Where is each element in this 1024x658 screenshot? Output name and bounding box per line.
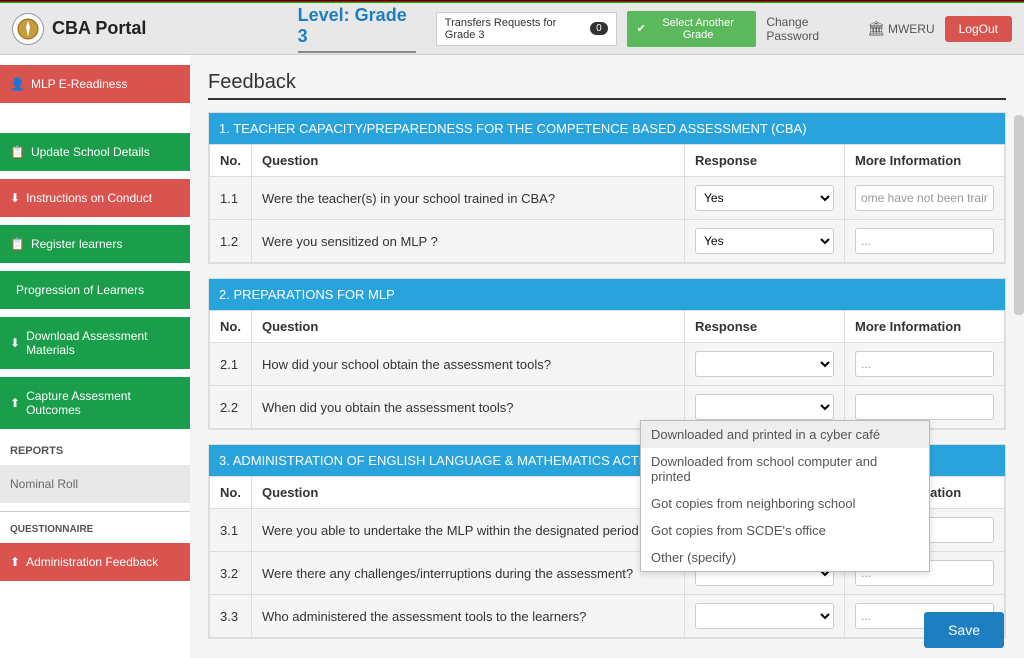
question-table: No.QuestionResponseMore Information1.1We… (209, 144, 1005, 263)
portal-title: CBA Portal (52, 18, 146, 39)
more-info-input[interactable] (855, 185, 994, 211)
questionnaire-section-label: QUESTIONNAIRE (0, 516, 190, 543)
main-content: Feedback 1. TEACHER CAPACITY/PREPAREDNES… (190, 55, 1024, 658)
row-no: 1.1 (210, 177, 252, 220)
school-name-label: MWERU (888, 22, 935, 36)
col-header: Question (251, 311, 684, 343)
table-row: 3.3Who administered the assessment tools… (210, 595, 1005, 638)
check-icon: ✔ (637, 22, 646, 35)
admin-feedback-label: Administration Feedback (26, 555, 158, 569)
table-row: 1.1Were the teacher(s) in your school tr… (210, 177, 1005, 220)
row-no: 1.2 (210, 220, 252, 263)
row-question: Were you sensitized on MLP ? (251, 220, 684, 263)
col-header: No. (210, 311, 252, 343)
question-table: No.QuestionResponseMore Information2.1Ho… (209, 310, 1005, 429)
sidebar-item-5[interactable]: ⬇ Download Assessment Materials (0, 317, 190, 369)
section-header: 1. TEACHER CAPACITY/PREPAREDNESS FOR THE… (209, 113, 1005, 144)
logo-area: CBA Portal (12, 13, 298, 45)
response-select[interactable] (695, 603, 834, 629)
col-header: More Information (845, 311, 1005, 343)
download-icon: ⬇ (10, 191, 20, 205)
body-wrap: 👤 MLP E-Readiness 📋 Update School Details ⬇ I… (0, 55, 1024, 658)
sidebar-item-label: Update School Details (31, 145, 150, 159)
sidebar-item-label: Capture Assesment Outcomes (26, 389, 180, 417)
col-header: No. (210, 145, 252, 177)
level-label: Level: Grade 3 (298, 5, 416, 53)
row-no: 2.2 (210, 386, 252, 429)
header-right: Transfers Requests for Grade 3 0 ✔ Selec… (436, 11, 1012, 47)
upload-icon: ⬆ (10, 396, 20, 410)
dropdown-option[interactable]: Got copies from neighboring school (641, 490, 929, 517)
row-question: How did your school obtain the assessmen… (251, 343, 684, 386)
school-name-link[interactable]: 🏛 MWERU (867, 20, 934, 37)
scrollbar[interactable] (1014, 115, 1024, 315)
reports-section-label: REPORTS (0, 437, 190, 465)
sidebar: 👤 MLP E-Readiness 📋 Update School Details ⬇ I… (0, 55, 190, 658)
col-header: Response (685, 145, 845, 177)
sidebar-item-label: Register learners (31, 237, 122, 251)
col-header: Response (685, 311, 845, 343)
response-select[interactable]: Yes (695, 228, 834, 254)
nominal-roll-link[interactable]: Nominal Roll (0, 465, 190, 503)
sidebar-item-3[interactable]: 📋 Register learners (0, 225, 190, 263)
response-select[interactable] (695, 394, 834, 420)
col-header: No. (210, 477, 252, 509)
clipboard-icon: 📋 (10, 145, 25, 159)
sidebar-divider (0, 511, 190, 512)
row-question: Were the teacher(s) in your school train… (251, 177, 684, 220)
more-info-input[interactable] (855, 351, 994, 377)
sidebar-item-2[interactable]: ⬇ Instructions on Conduct (0, 179, 190, 217)
change-password-link[interactable]: Change Password (766, 15, 857, 43)
row-question: Were there any challenges/interruptions … (251, 552, 684, 595)
response-select[interactable] (695, 351, 834, 377)
row-question: Who administered the assessment tools to… (251, 595, 684, 638)
sidebar-item-1[interactable]: 📋 Update School Details (0, 133, 190, 171)
sidebar-item-4[interactable]: Progression of Learners (0, 271, 190, 309)
row-question: Were you able to undertake the MLP withi… (251, 509, 684, 552)
section-header: 2. PREPARATIONS FOR MLP (209, 279, 1005, 310)
col-header: More Information (845, 145, 1005, 177)
sidebar-item-6[interactable]: ⬆ Capture Assesment Outcomes (0, 377, 190, 429)
row-no: 3.2 (210, 552, 252, 595)
sidebar-item-0[interactable]: 👤 MLP E-Readiness (0, 65, 190, 103)
row-no: 2.1 (210, 343, 252, 386)
select-grade-button[interactable]: ✔ Select Another Grade (627, 11, 757, 47)
dropdown-option[interactable]: Downloaded from school computer and prin… (641, 448, 929, 490)
page-title: Feedback (208, 71, 1006, 100)
section-1: 2. PREPARATIONS FOR MLPNo.QuestionRespon… (208, 278, 1006, 430)
dropdown-option[interactable]: Other (specify) (641, 544, 929, 571)
dropdown-menu-open[interactable]: Downloaded and printed in a cyber caféDo… (640, 420, 930, 572)
sidebar-item-label: Download Assessment Materials (26, 329, 180, 357)
download-icon: ⬇ (10, 336, 20, 350)
transfers-count-badge: 0 (590, 22, 608, 35)
table-row: 1.2Were you sensitized on MLP ? Yes (210, 220, 1005, 263)
transfers-label: Transfers Requests for Grade 3 (445, 17, 586, 41)
upload-icon: ⬆ (10, 555, 20, 569)
dropdown-option[interactable]: Got copies from SCDE's office (641, 517, 929, 544)
person-icon: 👤 (10, 77, 25, 91)
more-info-input[interactable] (855, 394, 994, 420)
select-grade-label: Select Another Grade (650, 17, 746, 41)
transfers-requests-box[interactable]: Transfers Requests for Grade 3 0 (436, 12, 617, 46)
clipboard-icon: 📋 (10, 237, 25, 251)
row-question: When did you obtain the assessment tools… (251, 386, 684, 429)
row-no: 3.1 (210, 509, 252, 552)
more-info-input[interactable] (855, 228, 994, 254)
save-button[interactable]: Save (924, 612, 1004, 648)
col-header: Question (251, 477, 684, 509)
header-bar: CBA Portal Level: Grade 3 Transfers Requ… (0, 3, 1024, 55)
table-row: 2.1How did your school obtain the assess… (210, 343, 1005, 386)
col-header: Question (251, 145, 684, 177)
sidebar-item-label: Progression of Learners (16, 283, 144, 297)
dropdown-option[interactable]: Downloaded and printed in a cyber café (641, 421, 929, 448)
response-select[interactable]: Yes (695, 185, 834, 211)
administration-feedback-link[interactable]: ⬆ Administration Feedback (0, 543, 190, 581)
row-no: 3.3 (210, 595, 252, 638)
logout-button[interactable]: LogOut (945, 16, 1012, 42)
sidebar-item-label: Instructions on Conduct (26, 191, 152, 205)
sidebar-item-label: MLP E-Readiness (31, 77, 128, 91)
building-icon: 🏛 (867, 20, 885, 37)
logo-icon (12, 13, 44, 45)
section-0: 1. TEACHER CAPACITY/PREPAREDNESS FOR THE… (208, 112, 1006, 264)
